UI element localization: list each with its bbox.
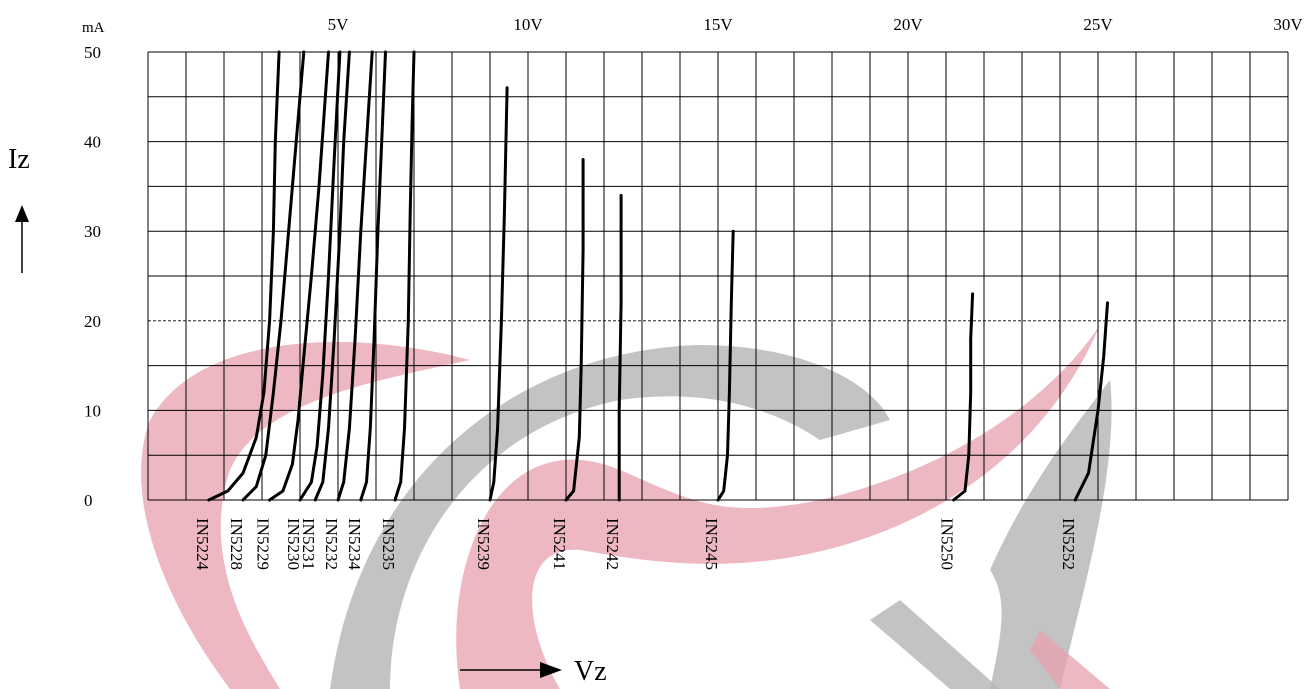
- curve-label-in5224: IN5224: [193, 518, 212, 570]
- curve-label-in5234: IN5234: [345, 518, 364, 570]
- curve-label-in5252: IN5252: [1059, 518, 1078, 570]
- curve-label-in5229: IN5229: [254, 518, 273, 570]
- curve-label-in5231: IN5231: [299, 518, 318, 570]
- curve-in5242: [617, 193, 623, 502]
- curve-label-in5228: IN5228: [227, 518, 246, 570]
- watermark-red-wave: [456, 325, 1101, 689]
- watermark-red-corner: [1030, 630, 1110, 689]
- watermark-gray-arc: [330, 345, 890, 689]
- y-tick-label: 20: [84, 312, 101, 331]
- y-axis-title: Iz: [8, 144, 30, 175]
- x-tick-labels: 5V 10V 15V 20V 25V 30V: [328, 15, 1304, 34]
- x-axis-title: Vz: [574, 656, 607, 687]
- curve-label-in5235: IN5235: [379, 518, 398, 570]
- curve-in5245: [716, 229, 735, 502]
- y-tick-label: 0: [84, 491, 93, 510]
- curve-label-in5245: IN5245: [702, 518, 721, 570]
- curve-label-in5250: IN5250: [938, 518, 957, 570]
- x-tick-label: 10V: [513, 15, 543, 34]
- curve-in5228: [241, 50, 306, 502]
- curve-in5252: [1073, 301, 1109, 502]
- x-tick-label: 20V: [893, 15, 923, 34]
- curve-in5250: [952, 292, 975, 502]
- watermark-red-swoosh: [141, 342, 470, 689]
- y-tick-label: 10: [84, 401, 101, 420]
- curve-label-in5232: IN5232: [322, 518, 341, 570]
- curve-in5224: [207, 50, 281, 502]
- curve-label-in5242: IN5242: [603, 518, 622, 570]
- x-axis-arrow: [460, 662, 562, 678]
- x-tick-label: 30V: [1273, 15, 1303, 34]
- watermark-logo: [141, 325, 1112, 689]
- x-tick-label: 25V: [1083, 15, 1113, 34]
- curve-in5229: [268, 50, 330, 502]
- curve-in5239: [488, 86, 509, 502]
- watermark-gray-hook: [990, 380, 1112, 689]
- y-unit-label: mA: [82, 20, 105, 36]
- y-tick-labels: 0 10 20 30 40 50: [84, 43, 101, 510]
- watermark-gray-stroke: [870, 600, 1000, 689]
- curve-in5231: [313, 50, 351, 502]
- y-axis-arrow: [15, 205, 29, 273]
- curve-in5241: [564, 158, 585, 502]
- curve-in5230: [298, 50, 342, 502]
- x-tick-label: 15V: [703, 15, 733, 34]
- y-tick-label: 30: [84, 222, 101, 241]
- curve-in5234: [359, 50, 387, 502]
- curve-label-in5230: IN5230: [284, 518, 303, 570]
- y-tick-label: 40: [84, 133, 101, 152]
- curve-label-in5241: IN5241: [550, 518, 569, 570]
- curve-in5232: [336, 50, 374, 502]
- y-tick-label: 50: [84, 43, 101, 62]
- curve-label-in5239: IN5239: [474, 518, 493, 570]
- curve-in5235: [393, 50, 416, 502]
- zener-curves: [207, 50, 1109, 502]
- x-tick-label: 5V: [328, 15, 350, 34]
